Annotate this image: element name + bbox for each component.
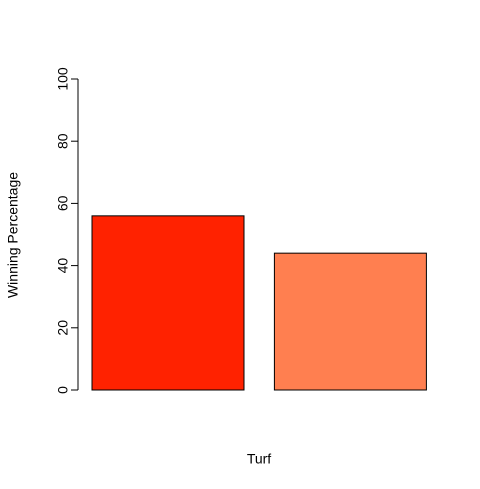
y-tick-label: 40 [55, 258, 71, 274]
bar [273, 252, 427, 391]
y-tick-label: 60 [55, 195, 71, 211]
bar [91, 215, 245, 391]
x-axis-label: Turf [247, 451, 271, 467]
y-tick-label: 0 [55, 386, 71, 394]
y-axis-label: Winning Percentage [5, 172, 21, 298]
y-tick-label: 80 [55, 133, 71, 149]
y-tick-label: 20 [55, 320, 71, 336]
y-tick-label: 100 [55, 67, 71, 91]
